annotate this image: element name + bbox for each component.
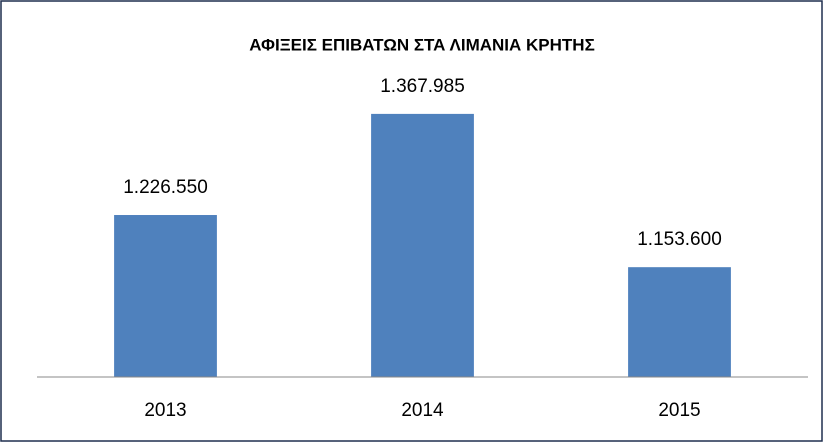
bar — [114, 215, 217, 377]
x-tick-label: 2013 — [144, 400, 186, 421]
bar — [371, 113, 474, 378]
bar — [628, 267, 731, 377]
x-tick-label: 2014 — [401, 400, 444, 421]
value-label: 1.367.985 — [380, 76, 465, 97]
value-label: 1.226.550 — [123, 177, 208, 198]
chart-title: ΑΦΙΞΕΙΣ ΕΠΙΒΑΤΩΝ ΣΤΑ ΛΙΜΑΝΙΑ ΚΡΗΤΗΣ — [249, 35, 595, 54]
x-tick-label: 2015 — [658, 400, 700, 421]
value-label: 1.153.600 — [637, 229, 722, 250]
